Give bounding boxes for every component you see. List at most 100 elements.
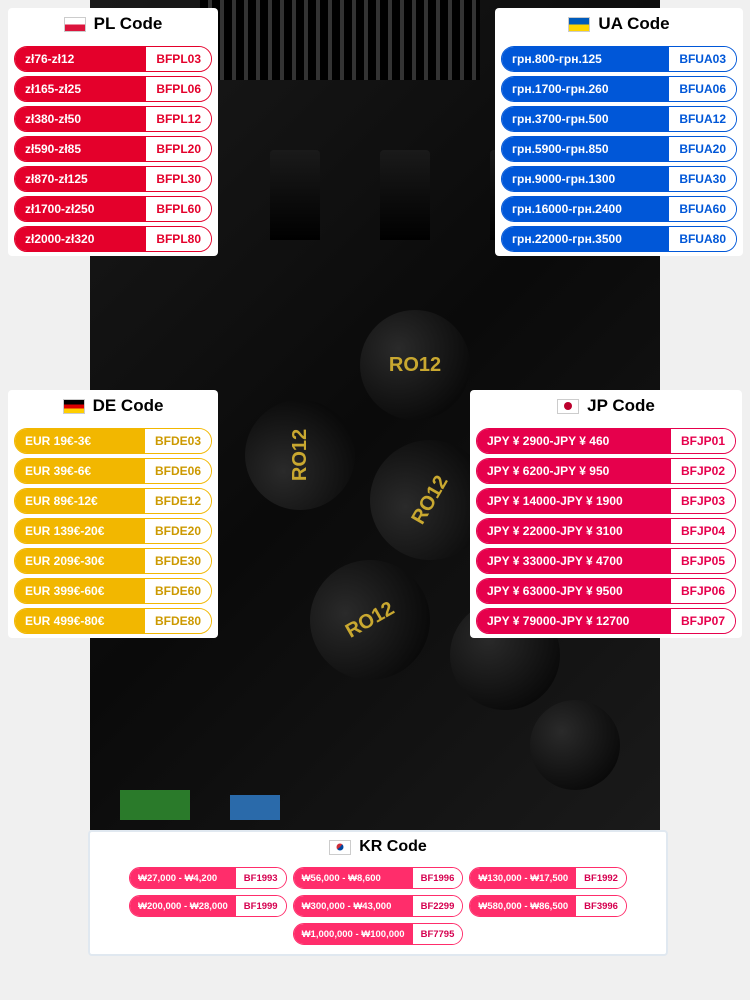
coupon-code: BFUA03 [669,47,736,71]
price-range: грн.1700-грн.260 [502,77,669,101]
coupon-code: BFDE60 [145,579,211,603]
panel-header: DE Code [8,390,218,424]
capacitor: RO12 [360,310,470,420]
price-range: ₩27,000 - ₩4,200 [130,868,236,888]
coupon-code: BFUA12 [669,107,736,131]
price-range: ₩130,000 - ₩17,500 [470,868,576,888]
code-row: EUR 89€-12€BFDE12 [14,488,212,514]
coupon-code: BFJP05 [671,549,735,573]
price-range: zł1700-zł250 [15,197,146,221]
code-row: грн.800-грн.125BFUA03 [501,46,737,72]
panel-title: KR Code [359,838,427,856]
code-row: EUR 399€-60€BFDE60 [14,578,212,604]
code-row: zł870-zł125BFPL30 [14,166,212,192]
flag-pl-icon [64,17,86,32]
terminal-block [120,790,190,820]
code-row: ₩1,000,000 - ₩100,000BF7795 [293,923,464,945]
code-row: JPY ¥ 33000-JPY ¥ 4700BFJP05 [476,548,736,574]
flag-kr-icon [329,840,351,855]
code-row: ₩130,000 - ₩17,500BF1992 [469,867,627,889]
coupon-code: BF1993 [236,868,286,888]
panel-header: JP Code [470,390,742,424]
coupon-code: BFDE30 [145,549,211,573]
coupon-code: BFDE03 [145,429,211,453]
coupon-code: BFPL03 [146,47,211,71]
coupon-code: BFPL12 [146,107,211,131]
coupon-code: BFJP02 [671,459,735,483]
code-panel-de: DE Code EUR 19€-3€BFDE03EUR 39€-6€BFDE06… [8,390,218,638]
coupon-code: BFDE20 [145,519,211,543]
code-row: грн.5900-грн.850BFUA20 [501,136,737,162]
code-row: JPY ¥ 79000-JPY ¥ 12700BFJP07 [476,608,736,634]
price-range: грн.22000-грн.3500 [502,227,669,251]
code-row: EUR 209€-30€BFDE30 [14,548,212,574]
code-row: JPY ¥ 63000-JPY ¥ 9500BFJP06 [476,578,736,604]
code-row: грн.3700-грн.500BFUA12 [501,106,737,132]
code-panel-jp: JP Code JPY ¥ 2900-JPY ¥ 460BFJP01JPY ¥ … [470,390,742,638]
price-range: zł76-zł12 [15,47,146,71]
code-row: EUR 39€-6€BFDE06 [14,458,212,484]
code-row: грн.22000-грн.3500BFUA80 [501,226,737,252]
code-row: JPY ¥ 14000-JPY ¥ 1900BFJP03 [476,488,736,514]
coupon-code: BFPL60 [146,197,211,221]
price-range: JPY ¥ 2900-JPY ¥ 460 [477,429,671,453]
price-range: ₩580,000 - ₩86,500 [470,896,576,916]
code-row: zł165-zł25BFPL06 [14,76,212,102]
price-range: zł2000-zł320 [15,227,146,251]
price-range: ₩200,000 - ₩28,000 [130,896,236,916]
coupon-code: BF1996 [413,868,463,888]
coupon-code: BFDE12 [145,489,211,513]
code-panel-ua: UA Code грн.800-грн.125BFUA03 грн.1700-гр… [495,8,743,256]
coupon-code: BFDE80 [145,609,211,633]
flag-ua-icon [568,17,590,32]
coupon-code: BF7795 [413,924,463,944]
price-range: грн.3700-грн.500 [502,107,669,131]
price-range: JPY ¥ 63000-JPY ¥ 9500 [477,579,671,603]
code-row: JPY ¥ 2900-JPY ¥ 460BFJP01 [476,428,736,454]
coupon-code: BFJP06 [671,579,735,603]
price-range: грн.16000-грн.2400 [502,197,669,221]
coupon-code: BFJP07 [671,609,735,633]
price-range: JPY ¥ 14000-JPY ¥ 1900 [477,489,671,513]
coupon-code: BFPL06 [146,77,211,101]
coupon-code: BFDE06 [145,459,211,483]
price-range: zł165-zł25 [15,77,146,101]
transistor [380,150,430,240]
flag-jp-icon [557,399,579,414]
coupon-code: BFUA30 [669,167,736,191]
coupon-code: BFPL20 [146,137,211,161]
coupon-code: BFPL30 [146,167,211,191]
coupon-code: BFJP04 [671,519,735,543]
coupon-code: BF1992 [576,868,626,888]
flag-de-icon [63,399,85,414]
coupon-code: BFUA80 [669,227,736,251]
capacitor [530,700,620,790]
coupon-code: BF3996 [576,896,626,916]
coupon-code: BFJP01 [671,429,735,453]
panel-header: PL Code [8,8,218,42]
price-range: JPY ¥ 33000-JPY ¥ 4700 [477,549,671,573]
code-row: ₩300,000 - ₩43,000BF2299 [293,895,464,917]
price-range: EUR 209€-30€ [15,549,145,573]
price-range: JPY ¥ 6200-JPY ¥ 950 [477,459,671,483]
coupon-code: BFUA20 [669,137,736,161]
price-range: EUR 89€-12€ [15,489,145,513]
code-row: грн.16000-грн.2400BFUA60 [501,196,737,222]
panel-title: UA Code [598,14,669,34]
capacitor: RO12 [245,400,355,510]
code-row: JPY ¥ 6200-JPY ¥ 950BFJP02 [476,458,736,484]
coupon-code: BF2299 [413,896,463,916]
price-range: грн.9000-грн.1300 [502,167,669,191]
price-range: EUR 39€-6€ [15,459,145,483]
coupon-code: BF1999 [236,896,286,916]
coupon-code: BFUA06 [669,77,736,101]
panel-title: PL Code [94,14,163,34]
code-row: ₩56,000 - ₩8,600BF1996 [293,867,464,889]
price-range: EUR 139€-20€ [15,519,145,543]
price-range: zł380-zł50 [15,107,146,131]
price-range: ₩56,000 - ₩8,600 [294,868,413,888]
code-row: EUR 499€-80€BFDE80 [14,608,212,634]
code-panel-pl: PL Code zł76-zł12BFPL03zł165-zł25BFPL06z… [8,8,218,256]
coupon-code: BFPL80 [146,227,211,251]
coupon-code: BFUA60 [669,197,736,221]
